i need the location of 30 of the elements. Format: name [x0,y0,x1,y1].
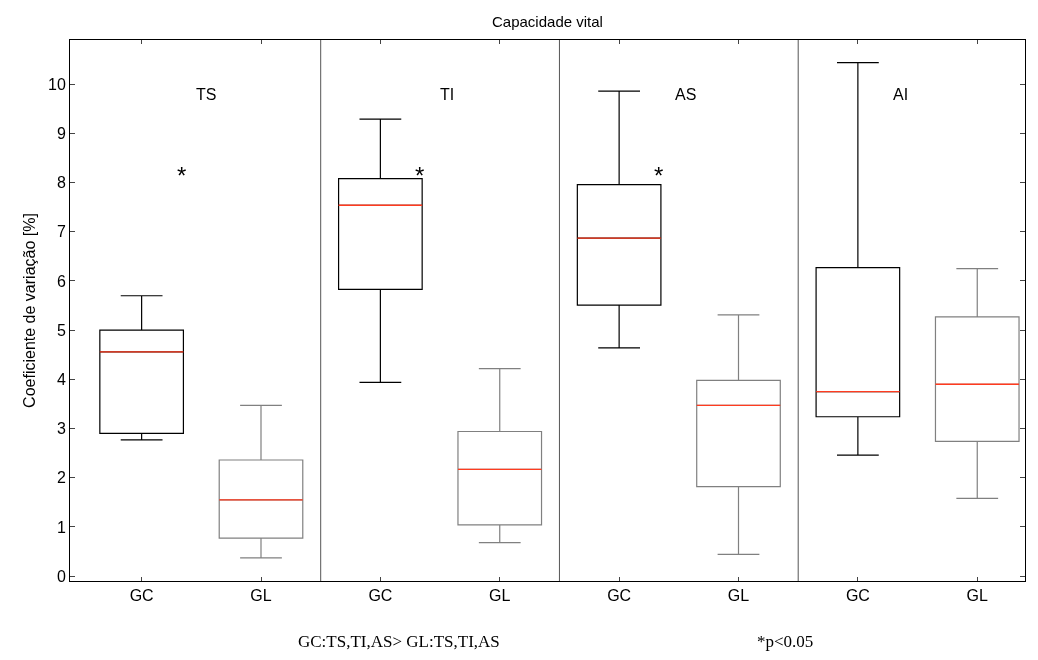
x-tick-label: GC [368,587,393,605]
x-tick-label: GL [966,587,989,605]
x-tick-label: GL [727,587,750,605]
annotation: TI [440,86,455,103]
y-tick-label: 10 [48,75,66,93]
x-tick-label: GL [489,587,511,605]
y-tick-label: 8 [56,174,66,192]
chart-title: Capacidade vital [492,13,603,30]
annotation: * [415,162,425,189]
y-tick-label: 0 [56,567,66,585]
y-tick-label: 1 [56,518,66,536]
text: GC:TS,TI,AS> GL:TS,TI,AS [298,632,500,651]
text: *p<0.05 [757,632,814,651]
y-tick-label: 7 [56,223,66,241]
annotation: TS [196,86,217,103]
annotation: * [177,162,187,189]
y-tick-label: 4 [56,370,66,388]
x-tick-label: GL [250,587,272,605]
annotation: AI [893,86,909,103]
x-tick-label: GC [845,587,870,605]
y-tick-label: 3 [56,420,66,438]
x-tick-label: GC [129,587,154,605]
x-tick-label: GC [607,587,632,605]
annotation: * [654,162,664,189]
y-tick-label: 9 [56,125,66,143]
annotation: AS [675,86,697,103]
y-tick-label: 2 [56,469,66,487]
y-axis-title: Coeficiente de variação [%] [20,213,38,408]
y-tick-label: 5 [56,321,66,339]
y-tick-label: 6 [56,272,66,290]
